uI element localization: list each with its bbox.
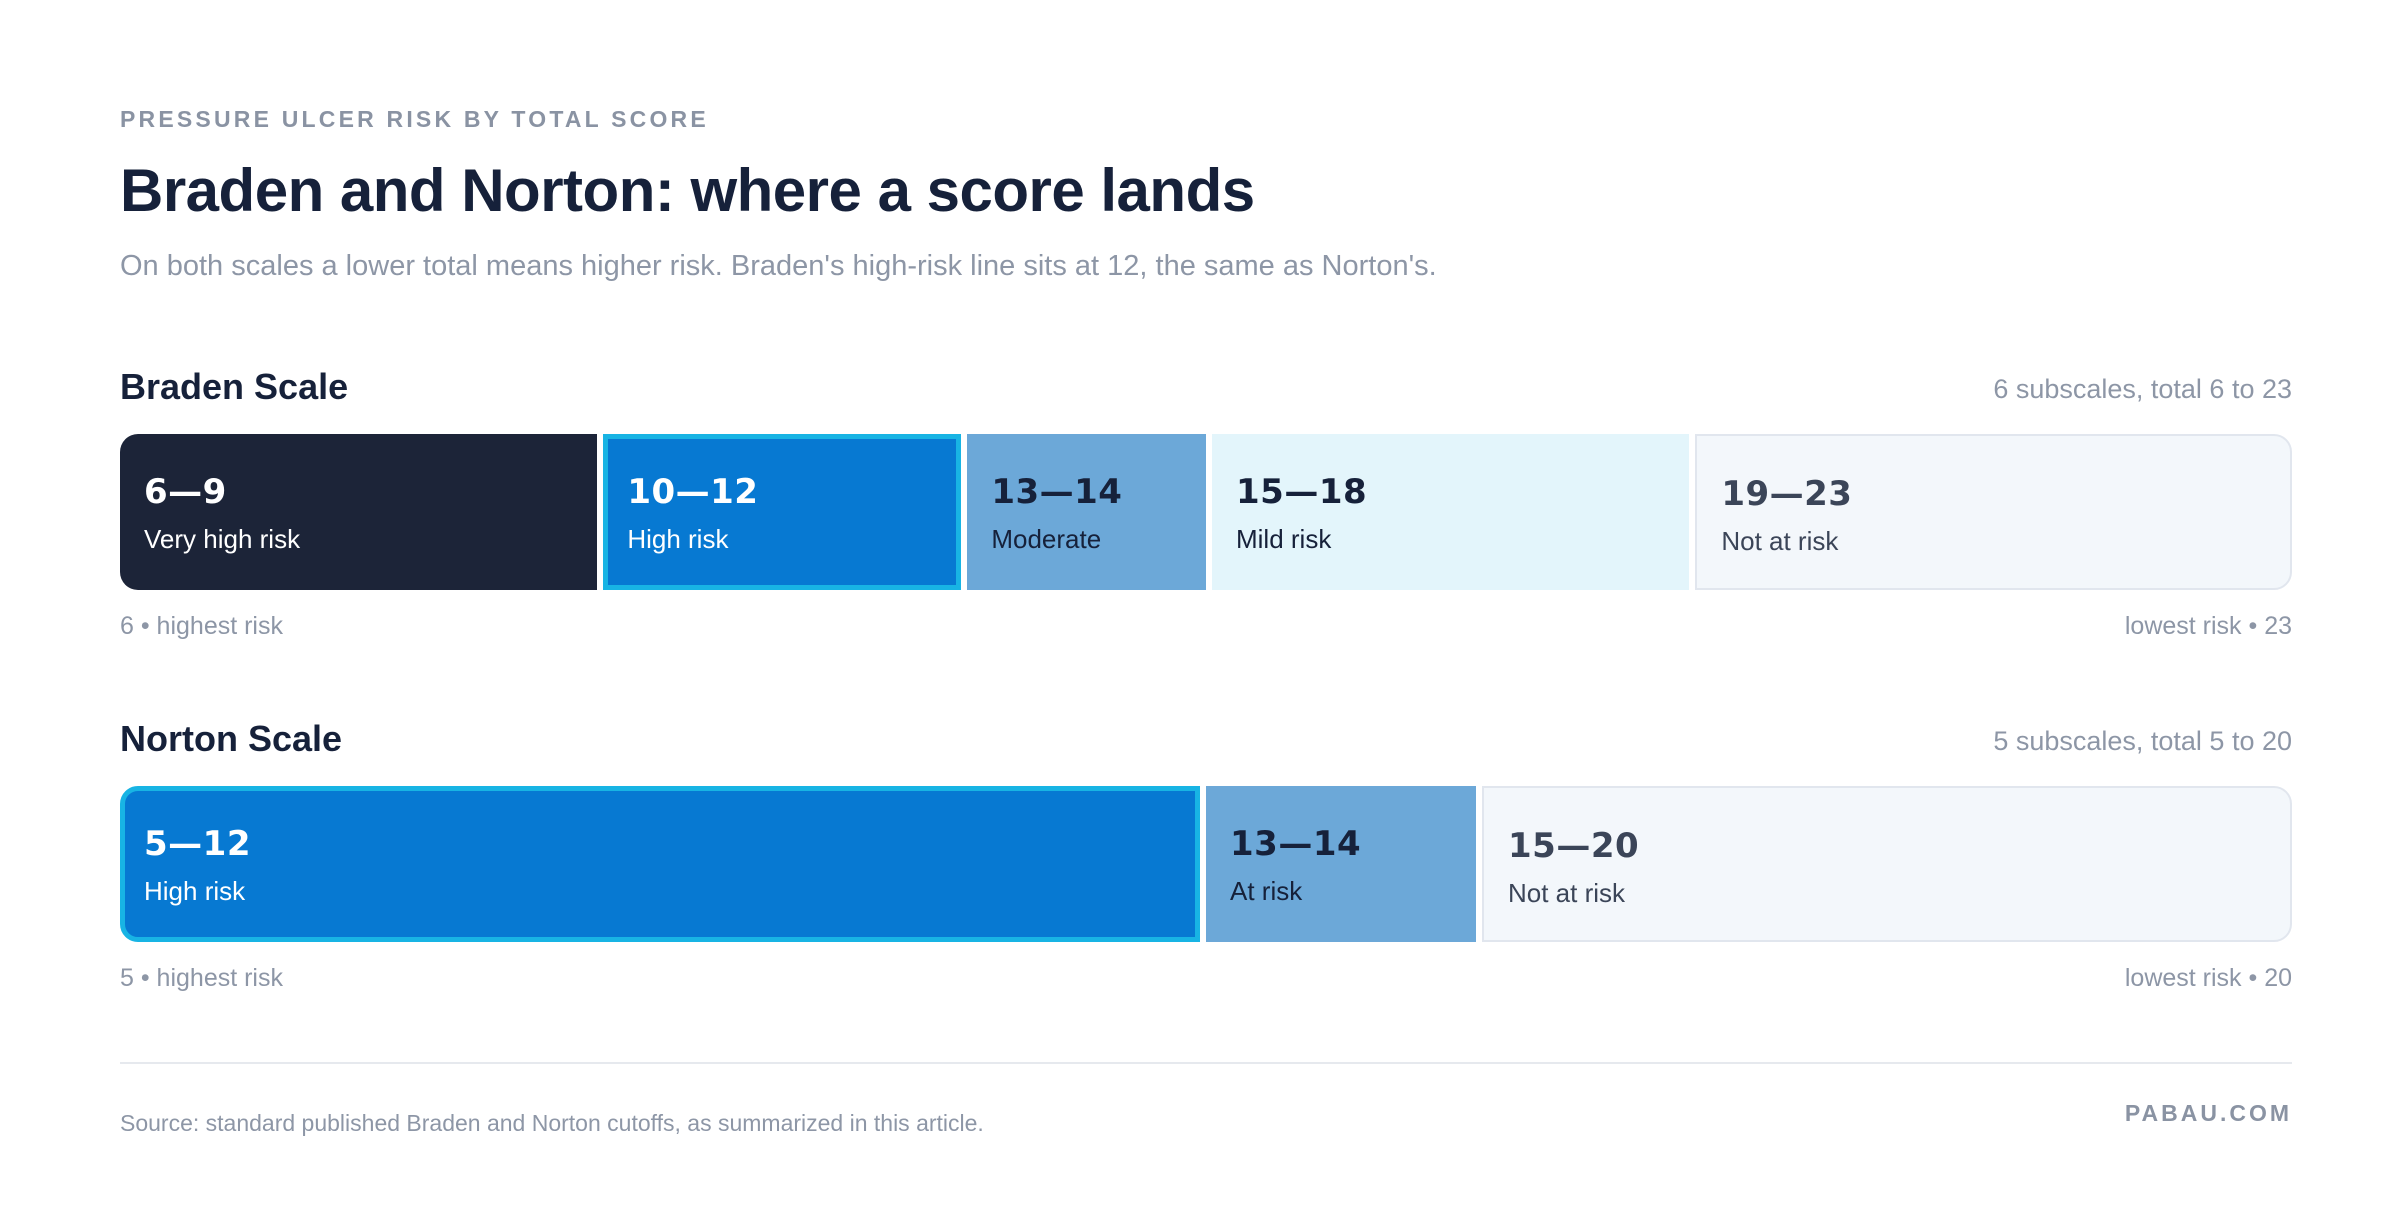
brand-mark: PABAU.COM	[2124, 1100, 2292, 1126]
segment-15-18: 15—18 Mild risk	[1212, 434, 1690, 590]
segment-range: 6—9	[144, 472, 227, 512]
segment-label: Not at risk	[1508, 878, 1626, 908]
segment-range: 15—18	[1236, 472, 1368, 512]
segment-label: Moderate	[991, 524, 1102, 554]
scale-meta: 5 subscales, total 5 to 20	[1993, 726, 2292, 756]
footer-divider	[120, 1062, 2292, 1064]
source-note: Source: standard published Braden and No…	[120, 1110, 984, 1136]
segment-label: Very high risk	[144, 524, 301, 554]
segment-19-23: 19—23 Not at risk	[1695, 434, 2292, 590]
segment-range: 19—23	[1721, 474, 1853, 514]
low-end-label: 6 • highest risk	[120, 612, 283, 640]
segment-range: 13—14	[1230, 824, 1362, 864]
segment-label: At risk	[1230, 876, 1303, 906]
scale-title: Braden Scale	[120, 366, 349, 407]
segment-range: 15—20	[1508, 826, 1640, 866]
scale-title: Norton Scale	[120, 718, 343, 759]
page-subtitle: On both scales a lower total means highe…	[120, 250, 1437, 282]
segment-label: High risk	[144, 876, 246, 906]
braden-bar: 6—9 Very high risk 10—12 High risk 13—14 Mode…	[120, 434, 2292, 590]
segment-13-14: 13—14 Moderate	[967, 434, 1206, 590]
segment-5-12: 5—12 High risk	[120, 786, 1200, 942]
high-end-label: lowest risk • 20	[2124, 964, 2292, 992]
low-end-label: 5 • highest risk	[120, 964, 283, 992]
chart-card: PRESSURE ULCER RISK BY TOTAL SCORE Brade…	[120, 0, 2292, 1228]
segment-label: Mild risk	[1236, 524, 1332, 554]
high-end-label: lowest risk • 23	[2124, 612, 2292, 640]
scale-meta: 6 subscales, total 6 to 23	[1993, 374, 2292, 404]
norton-bar: 5—12 High risk 13—14 At risk 15—20 Not at ris…	[120, 786, 2292, 942]
segment-10-12: 10—12 High risk	[603, 434, 962, 590]
segment-label: Not at risk	[1721, 526, 1839, 556]
segment-6-9: 6—9 Very high risk	[120, 434, 598, 590]
segment-range: 5—12	[144, 824, 251, 864]
segment-label: High risk	[627, 524, 729, 554]
eyebrow: PRESSURE ULCER RISK BY TOTAL SCORE	[120, 106, 709, 132]
segment-13-14: 13—14 At risk	[1206, 786, 1476, 942]
segment-15-20: 15—20 Not at risk	[1482, 786, 2292, 942]
page-title: Braden and Norton: where a score lands	[120, 157, 1255, 224]
segment-range: 10—12	[627, 472, 759, 512]
segment-range: 13—14	[991, 472, 1123, 512]
